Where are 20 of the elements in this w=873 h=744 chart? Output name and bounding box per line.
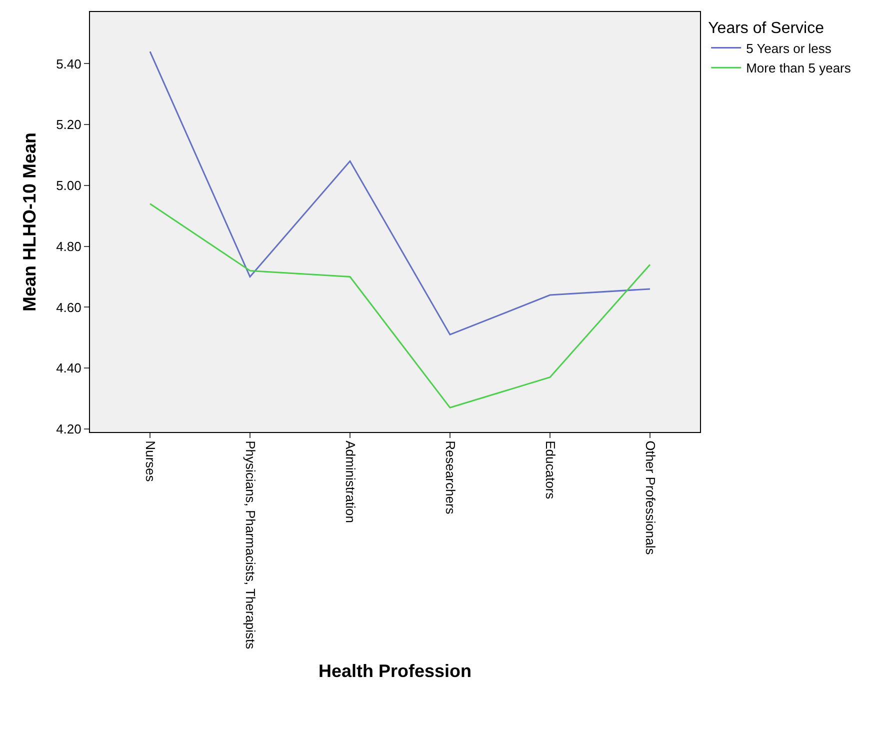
x-tick-label: Administration (342, 440, 358, 523)
y-tick-label: 4.20 (56, 422, 82, 437)
y-tick-label: 4.80 (56, 238, 82, 254)
line-series (149, 50, 651, 336)
x-tick-label: Educators (542, 440, 558, 500)
x-tick-label: Researchers (442, 440, 458, 515)
y-tick-label: 4.40 (56, 360, 82, 376)
y-tick-label: 5.20 (56, 117, 82, 132)
x-axis-title: Health Profession (318, 660, 472, 681)
x-tick-label: Physicians, Pharmacists, Therapists (242, 440, 258, 650)
line-series (149, 202, 651, 408)
legend-label: More than 5 years (746, 60, 852, 76)
x-tick-label: Nurses (142, 440, 158, 482)
y-tick-label: 4.60 (56, 300, 82, 315)
legend-title: Years of Service (708, 20, 824, 37)
y-tick-label: 5.40 (56, 56, 82, 72)
y-axis-title: Mean HLHO-10 Mean (19, 132, 40, 312)
y-tick-label: 5.00 (56, 178, 82, 194)
legend-label: 5 Years or less (746, 40, 832, 56)
x-tick-label: Other Professionals (642, 440, 658, 556)
